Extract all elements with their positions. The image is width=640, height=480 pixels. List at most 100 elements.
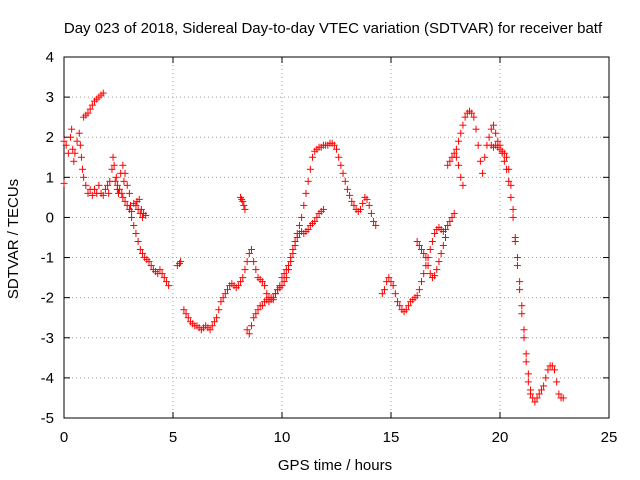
data-point [363,195,371,203]
data-point [158,270,166,278]
data-point [527,386,535,394]
data-point [306,165,314,173]
data-point [252,310,260,318]
data-point [108,165,116,173]
data-point [431,229,439,237]
data-point [457,173,465,181]
data-point [208,322,216,330]
data-point [112,173,120,181]
y-tick-label: 1 [46,169,54,186]
data-point [252,266,260,274]
y-tick-label: 3 [46,89,54,106]
data-point [70,157,78,165]
data-point [278,282,286,290]
x-tick-label: 20 [492,429,509,446]
data-point [380,286,388,294]
data-point [337,161,345,169]
data-point [280,270,288,278]
data-point [82,181,90,189]
data-point [367,209,375,217]
data-point [119,161,127,169]
data-point [99,191,107,199]
y-tick-label: -1 [41,250,54,267]
data-point [62,141,70,149]
data-point [505,177,513,185]
data-point [239,197,247,205]
data-point [370,217,378,225]
data-point [418,278,426,286]
data-point [291,242,299,250]
data-point [245,330,253,338]
data-point [64,149,72,157]
data-point [433,266,441,274]
data-point [104,181,112,189]
data-point [394,298,402,306]
data-point [116,185,124,193]
y-tick-label: 4 [46,49,54,66]
data-point [60,179,68,187]
data-point [110,161,118,169]
y-tick-label: 0 [46,209,54,226]
data-point [413,292,421,300]
data-point [120,177,128,185]
data-point [341,177,349,185]
data-point [444,221,452,229]
data-point [474,141,482,149]
data-point [551,366,558,374]
data-point [476,157,484,165]
data-point [437,250,445,258]
data-point [468,109,476,117]
y-tick-label: -5 [41,410,54,427]
data-point [319,205,327,213]
data-point [304,177,312,185]
data-point [450,209,458,217]
data-point [509,213,517,221]
data-point [343,185,351,193]
x-tick-label: 15 [383,429,400,446]
data-point [333,145,340,153]
y-axis-label: SDTVAR / TECUs [5,179,22,299]
data-point [88,191,96,199]
data-point [494,137,502,145]
data-point [125,189,133,197]
data-point [518,310,526,318]
data-points [60,89,567,406]
data-point [500,149,508,157]
data-point [518,302,526,310]
data-point [426,246,434,254]
data-point [224,286,231,294]
data-point [522,358,530,366]
data-point [372,221,380,229]
data-point [365,201,373,209]
data-point [472,125,480,133]
data-point [111,177,119,185]
data-point [524,378,532,386]
data-point [91,185,99,193]
data-point [391,290,399,298]
data-point [88,101,96,109]
data-point [346,191,354,199]
data-point [559,394,567,402]
data-point [210,318,218,326]
data-point [335,153,343,161]
data-point [302,189,310,197]
data-point [86,105,94,113]
data-point [439,242,447,250]
data-point [522,350,530,358]
data-point [385,274,393,282]
data-point [113,181,121,189]
data-point [136,246,144,254]
data-point [245,250,253,258]
data-point [282,274,290,282]
data-point [128,207,136,215]
data-point [415,242,423,250]
data-point [123,181,131,189]
data-point [132,229,140,237]
data-point [119,193,127,201]
data-point [132,201,140,209]
data-point [105,189,113,197]
data-point [287,258,295,266]
data-point [265,298,273,306]
data-point [485,133,493,141]
